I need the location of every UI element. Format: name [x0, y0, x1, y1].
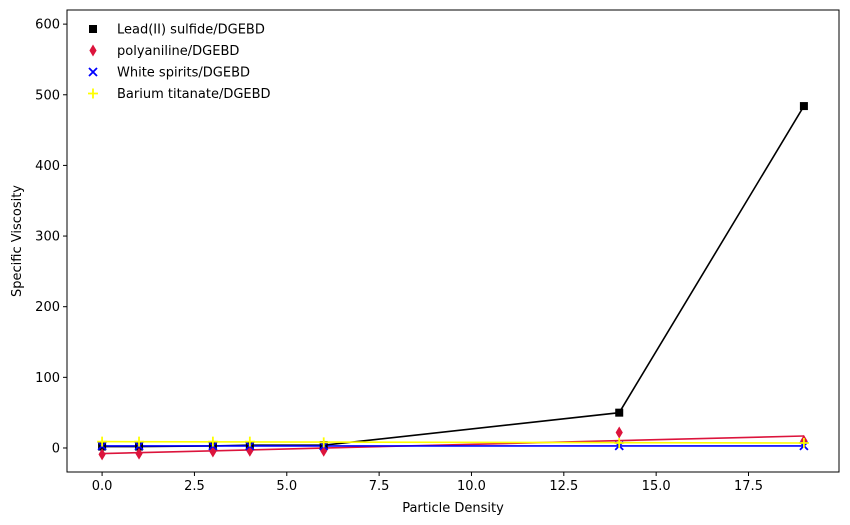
legend-label: polyaniline/DGEBD	[117, 44, 239, 59]
data-point	[135, 447, 143, 460]
data-point	[98, 448, 106, 461]
y-axis-label: Specific Viscosity	[10, 185, 25, 297]
legend-label: White spirits/DGEBD	[117, 66, 250, 81]
y-tick-label: 300	[35, 230, 60, 245]
y-tick-label: 0	[52, 441, 60, 456]
x-tick-label: 12.5	[549, 479, 578, 494]
y-axis-ticks: 0 100 200 300 400 500 600	[35, 18, 67, 456]
y-tick-label: 200	[35, 300, 60, 315]
x-tick-label: 2.5	[184, 479, 205, 494]
data-point	[799, 102, 808, 111]
data-point	[615, 426, 623, 439]
y-tick-label: 600	[35, 18, 60, 33]
x-tick-label: 15.0	[642, 479, 671, 494]
data-point	[207, 436, 218, 447]
data-point	[134, 436, 145, 447]
plot-frame	[66, 9, 840, 473]
legend-marker	[88, 88, 98, 99]
y-tick-label: 100	[35, 371, 60, 386]
data-point	[615, 408, 624, 417]
x-tick-label: 10.0	[457, 479, 486, 494]
y-tick-label: 400	[35, 159, 60, 174]
legend-label: Lead(II) sulfide/DGEBD	[117, 23, 265, 38]
x-tick-label: 0.0	[92, 479, 113, 494]
x-tick-label: 5.0	[276, 479, 297, 494]
data-point	[97, 436, 108, 447]
series-markers	[97, 102, 809, 461]
x-tick-label: 17.5	[734, 479, 763, 494]
legend: Lead(II) sulfide/DGEBD polyaniline/DGEBD W…	[88, 23, 271, 102]
data-point	[318, 437, 329, 448]
series-line	[102, 435, 804, 455]
x-axis-label: Particle Density	[402, 501, 504, 516]
legend-marker	[89, 44, 97, 57]
series-line	[102, 440, 804, 444]
data-point	[244, 436, 255, 447]
x-axis-ticks: 0.0 2.5 5.0 7.5 10.0 12.5 15.0 17.5	[92, 472, 763, 494]
data-point	[614, 438, 625, 449]
x-tick-label: 7.5	[369, 479, 390, 494]
plot-background	[67, 10, 839, 472]
legend-marker	[89, 25, 97, 33]
legend-marker	[88, 67, 98, 77]
legend-label: Barium titanate/DGEBD	[117, 87, 271, 102]
y-tick-label: 500	[35, 88, 60, 103]
data-point	[798, 438, 809, 449]
